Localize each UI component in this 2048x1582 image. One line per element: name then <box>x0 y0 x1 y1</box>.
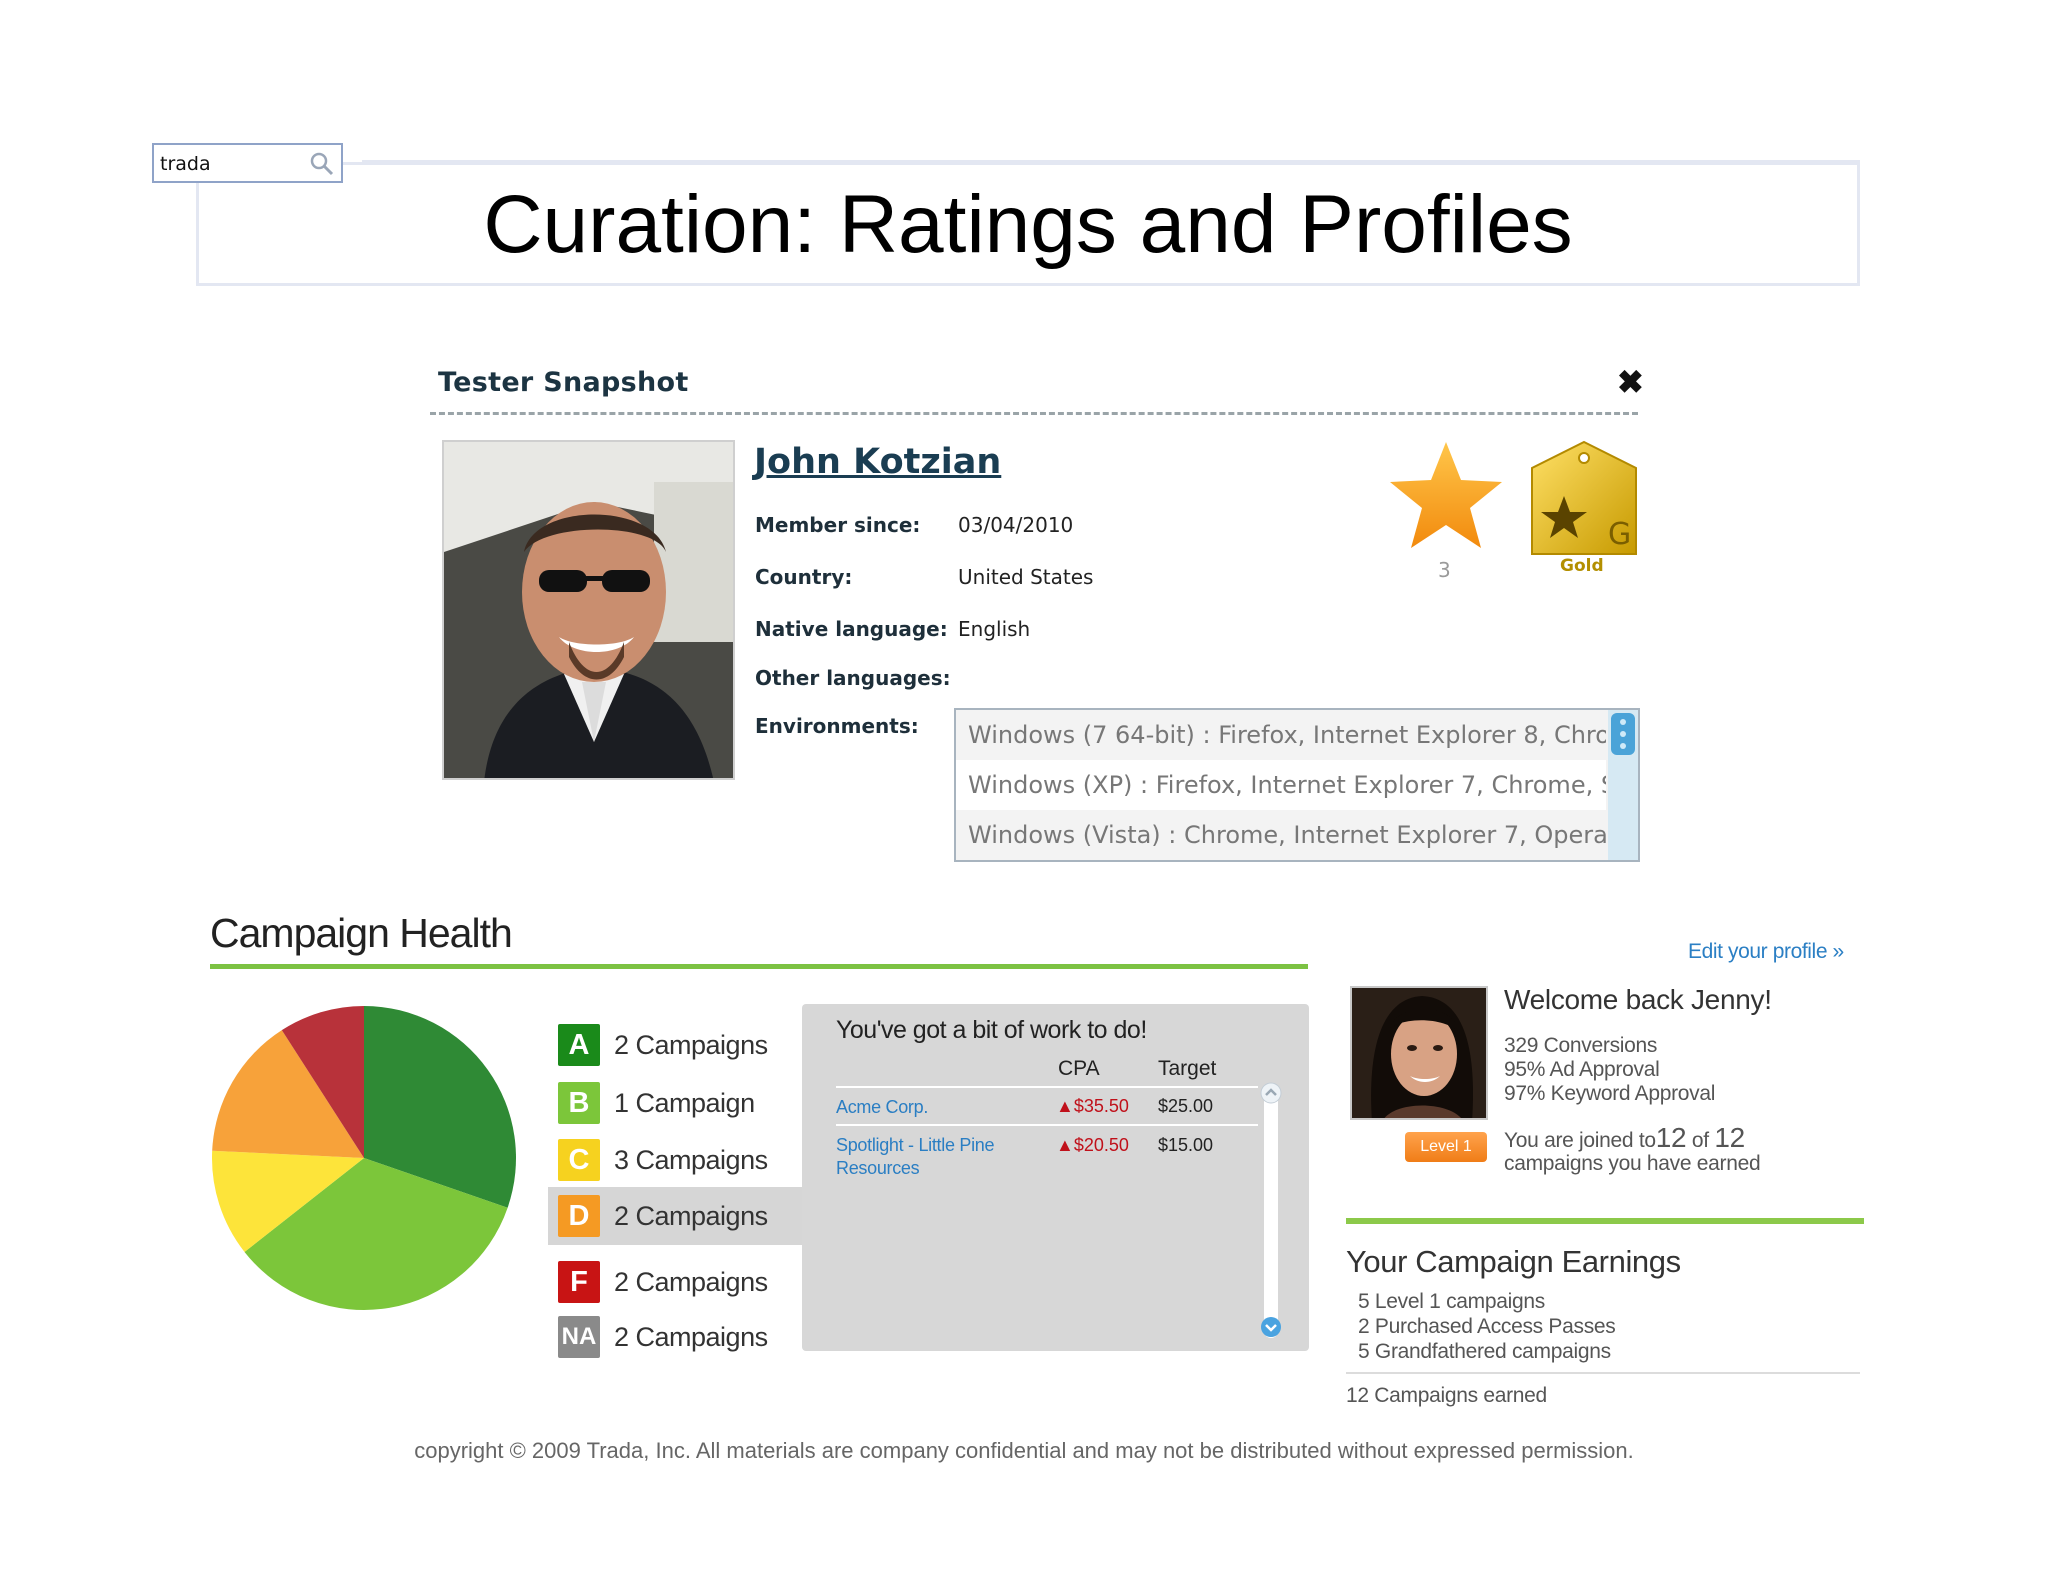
country-value: United States <box>958 565 1094 589</box>
grade-badge: A <box>558 1024 600 1066</box>
grade-count: 3 Campaigns <box>614 1145 768 1175</box>
scroll-down-icon[interactable] <box>1260 1316 1282 1338</box>
gold-badge-icon: G <box>1531 440 1637 555</box>
up-arrow-icon: ▲ <box>1056 1096 1074 1116</box>
target-value: $15.00 <box>1158 1135 1214 1155</box>
native-language-value: English <box>958 617 1031 641</box>
grade-row-na[interactable]: NA 2 Campaigns <box>556 1314 804 1360</box>
member-since-value: 03/04/2010 <box>958 513 1074 537</box>
earnings-item: 5 Grandfathered campaigns <box>1358 1340 1611 1363</box>
grade-badge: NA <box>558 1316 600 1358</box>
environment-item: Windows (XP) : Firefox, Internet Explore… <box>956 760 1606 810</box>
grade-row-c[interactable]: C 3 Campaigns <box>556 1137 804 1183</box>
joined-campaigns-text: You are joined to12 of 12 <box>1504 1122 1745 1153</box>
environment-item: Windows (Vista) : Chrome, Internet Explo… <box>968 821 1606 849</box>
earnings-item: 2 Purchased Access Passes <box>1358 1315 1616 1338</box>
grade-row-f[interactable]: F 2 Campaigns <box>556 1259 804 1305</box>
earnings-total: 12 Campaigns earned <box>1346 1384 1547 1407</box>
column-header-cpa: CPA <box>1058 1057 1100 1080</box>
stat-conversions: 329 Conversions <box>1504 1034 1658 1057</box>
star-rating-icon <box>1390 442 1502 548</box>
stat-ad-approval: 95% Ad Approval <box>1504 1058 1660 1081</box>
grade-row-d-selected[interactable]: D 2 Campaigns <box>548 1187 804 1245</box>
cpa-value: ▲$35.50 <box>1056 1096 1129 1116</box>
environments-list[interactable]: Windows (7 64-bit) : Firefox, Internet E… <box>954 708 1640 862</box>
tester-photo <box>442 440 735 780</box>
environment-item: Windows (7 64-bit) : Firefox, Internet E… <box>968 721 1606 749</box>
copyright-footer: copyright © 2009 Trada, Inc. All materia… <box>414 1438 1634 1463</box>
grade-count: 2 Campaigns <box>614 1201 768 1231</box>
edit-profile-link[interactable]: Edit your profile » <box>1688 940 1844 963</box>
grade-count: 2 Campaigns <box>614 1030 768 1060</box>
badge-label: Gold <box>1560 556 1604 576</box>
pie-slice-f <box>281 1006 364 1158</box>
divider <box>1346 1372 1860 1374</box>
divider <box>430 412 1638 415</box>
target-value: $25.00 <box>1158 1096 1214 1116</box>
earnings-title: Your Campaign Earnings <box>1346 1244 1681 1279</box>
pie-slice-b <box>244 1158 508 1310</box>
user-avatar <box>1350 986 1488 1120</box>
search-icon[interactable] <box>309 151 335 177</box>
campaign-health-title: Campaign Health <box>210 910 513 956</box>
stat-keyword-approval: 97% Keyword Approval <box>1504 1082 1716 1105</box>
environments-label: Environments: <box>755 714 919 738</box>
environments-scrollbar[interactable] <box>1608 710 1638 860</box>
scroll-up-icon[interactable] <box>1260 1082 1282 1104</box>
grade-badge: F <box>558 1261 600 1303</box>
grade-badge: C <box>558 1139 600 1181</box>
campaign-link[interactable]: Acme Corp. <box>836 1097 929 1117</box>
work-panel-title: You've got a bit of work to do! <box>836 1016 1147 1044</box>
cpa-value: ▲$20.50 <box>1056 1135 1129 1155</box>
search-input[interactable]: trada <box>152 143 343 183</box>
title-frame <box>196 162 1860 286</box>
close-icon[interactable]: ✖ <box>1617 364 1644 400</box>
search-value: trada <box>160 153 211 175</box>
native-language-label: Native language: <box>755 617 948 641</box>
country-label: Country: <box>755 565 853 589</box>
tester-snapshot-title: Tester Snapshot <box>438 367 689 398</box>
work-panel-scrollbar[interactable] <box>1264 1088 1278 1338</box>
grade-count: 2 Campaigns <box>614 1267 768 1297</box>
badge-letter: G <box>1608 517 1631 552</box>
welcome-message: Welcome back Jenny! <box>1504 984 1772 1015</box>
earnings-item: 5 Level 1 campaigns <box>1358 1290 1545 1313</box>
scrollbar-thumb[interactable] <box>1611 713 1635 755</box>
campaign-health-pie-chart <box>212 1006 516 1310</box>
grade-row-b[interactable]: B 1 Campaign <box>556 1080 804 1126</box>
grade-badge: B <box>558 1082 600 1124</box>
level-badge: Level 1 <box>1405 1132 1487 1162</box>
pie-slice-c <box>212 1150 364 1252</box>
joined-campaigns-suffix: campaigns you have earned <box>1504 1152 1761 1175</box>
slide-title: Curation: Ratings and Profiles <box>483 179 1573 270</box>
section-divider <box>1346 1218 1864 1224</box>
tester-name-link[interactable]: John Kotzian <box>754 442 1002 482</box>
grade-count: 2 Campaigns <box>614 1322 768 1352</box>
campaign-link[interactable]: Spotlight - Little Pine Resources <box>836 1135 995 1178</box>
up-arrow-icon: ▲ <box>1056 1135 1074 1155</box>
section-divider <box>210 964 1308 969</box>
grade-row-a[interactable]: A 2 Campaigns <box>556 1022 804 1068</box>
member-since-label: Member since: <box>755 513 921 537</box>
work-panel: You've got a bit of work to do! CPA Targ… <box>802 1004 1309 1351</box>
pie-slice-d <box>212 1030 364 1158</box>
grade-badge: D <box>558 1195 600 1237</box>
grade-count: 1 Campaign <box>614 1088 755 1118</box>
column-header-target: Target <box>1158 1057 1217 1080</box>
other-languages-label: Other languages: <box>755 666 951 690</box>
pie-slice-a <box>364 1006 516 1208</box>
star-rating-count: 3 <box>1438 558 1451 582</box>
